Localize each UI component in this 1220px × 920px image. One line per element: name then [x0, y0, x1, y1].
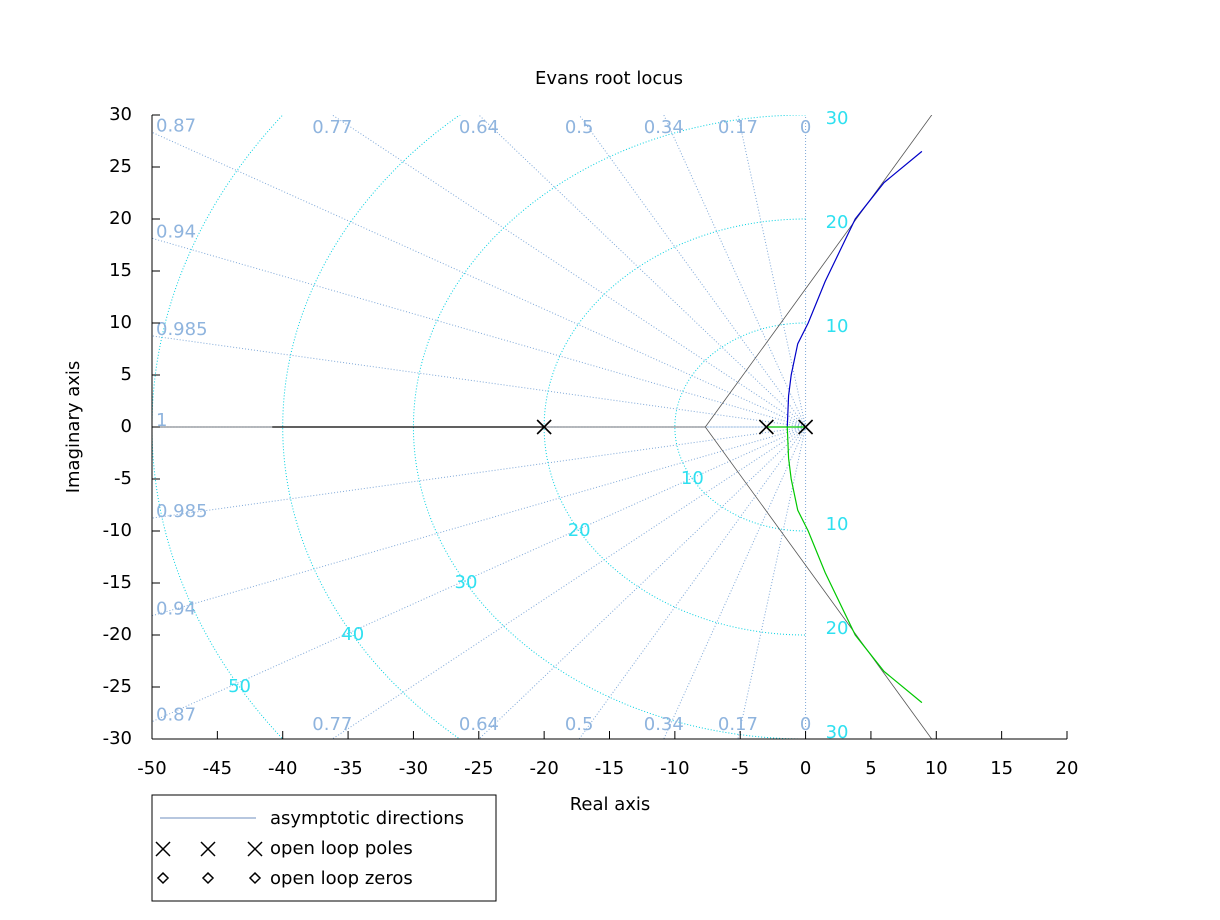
- legend-label: open loop poles: [270, 838, 413, 859]
- x-tick-label: -20: [529, 758, 558, 779]
- legend-pole-markers: [155, 841, 263, 857]
- x-tick-label: -5: [731, 758, 749, 779]
- pole-marker: [536, 419, 552, 435]
- damping-label: 0.64: [459, 117, 499, 138]
- frequency-label: 10: [826, 316, 849, 337]
- x-tick-label: 15: [990, 758, 1013, 779]
- y-tick-label: -25: [103, 676, 132, 697]
- y-tick-label: -30: [103, 728, 132, 749]
- x-tick-label: -50: [137, 758, 166, 779]
- x-tick-label: 5: [865, 758, 876, 779]
- damping-label: 0.77: [312, 714, 352, 735]
- frequency-label: 40: [341, 624, 364, 645]
- frequency-arc: [152, 115, 284, 739]
- damping-label: 0.34: [644, 117, 684, 138]
- damping-label: 0.77: [312, 117, 352, 138]
- pole-marker: [758, 419, 774, 435]
- damping-line: [663, 115, 807, 739]
- locus-branch: [786, 150, 923, 428]
- damping-label: 0.34: [644, 714, 684, 735]
- frequency-label: 10: [826, 514, 849, 535]
- damping-line: [478, 115, 807, 739]
- frequency-label: 30: [455, 572, 478, 593]
- damping-label: 0: [800, 714, 811, 735]
- y-tick-label: 10: [109, 312, 132, 333]
- frequency-label: 50: [228, 676, 251, 697]
- damping-label: 0.5: [565, 117, 594, 138]
- x-tick-label: -35: [333, 758, 362, 779]
- asymptote: [704, 115, 933, 428]
- damping-label: 0.985: [156, 319, 208, 340]
- damping-label: 1: [156, 410, 167, 431]
- damping-label: 0: [800, 117, 811, 138]
- frequency-label: 20: [568, 520, 591, 541]
- x-tick-label: -40: [268, 758, 297, 779]
- damping-label: 0.17: [718, 117, 758, 138]
- damping-line: [331, 115, 807, 739]
- legend-zero-markers: [156, 871, 262, 885]
- damping-label: 0.5: [565, 714, 594, 735]
- x-tick-label: 0: [800, 758, 811, 779]
- x-axis-label: Real axis: [570, 794, 651, 815]
- y-tick-label: 0: [121, 416, 132, 437]
- x-tick-label: 10: [925, 758, 948, 779]
- damping-label: 0.87: [156, 705, 196, 726]
- chart-title: Evans root locus: [535, 68, 683, 89]
- y-tick-label: 15: [109, 260, 132, 281]
- y-tick-label: 30: [109, 104, 132, 125]
- damping-label: 0.64: [459, 714, 499, 735]
- frequency-label: 10: [681, 468, 704, 489]
- damping-label: 0.17: [718, 714, 758, 735]
- legend-label: asymptotic directions: [270, 808, 464, 829]
- x-tick-label: -15: [595, 758, 624, 779]
- legend-label: open loop zeros: [270, 868, 413, 889]
- damping-line: [737, 115, 807, 739]
- frequency-label: 30: [826, 108, 849, 129]
- locus-branch: [786, 426, 923, 704]
- damping-label: 0.94: [156, 221, 196, 242]
- legend: asymptotic directions open loop poles op…: [151, 794, 497, 902]
- y-tick-label: 25: [109, 156, 132, 177]
- y-tick-label: 20: [109, 208, 132, 229]
- frequency-label: 20: [826, 618, 849, 639]
- grid: [152, 115, 808, 739]
- damping-label: 0.94: [156, 599, 196, 620]
- frequency-label: 20: [826, 212, 849, 233]
- y-tick-label: -20: [103, 624, 132, 645]
- pole-marker: [798, 419, 814, 435]
- damping-label: 0.87: [156, 115, 196, 136]
- y-tick-label: 5: [121, 364, 132, 385]
- y-tick-label: -15: [103, 572, 132, 593]
- asymptote: [704, 426, 933, 739]
- x-tick-label: 20: [1056, 758, 1079, 779]
- axes: -50 -45 -40 -35 -30 -25 -20 -15 -10 -5 0 5 10 15 20-30…: [103, 104, 1079, 779]
- y-tick-label: -5: [114, 468, 132, 489]
- frequency-label: 30: [826, 722, 849, 743]
- y-axis-label: Imaginary axis: [63, 361, 84, 494]
- grid-labels: 0 0 0.17 0.17 0.34 0.34 0.5 0.5 0.64 0.64 0.77 0.77…: [156, 108, 848, 743]
- x-tick-label: -45: [203, 758, 232, 779]
- x-tick-label: -30: [399, 758, 428, 779]
- damping-line: [152, 237, 808, 617]
- damping-line: [152, 131, 807, 723]
- damping-label: 0.985: [156, 501, 208, 522]
- x-tick-label: -25: [464, 758, 493, 779]
- y-tick-label: -10: [103, 520, 132, 541]
- damping-line: [578, 115, 807, 739]
- x-tick-label: -10: [660, 758, 689, 779]
